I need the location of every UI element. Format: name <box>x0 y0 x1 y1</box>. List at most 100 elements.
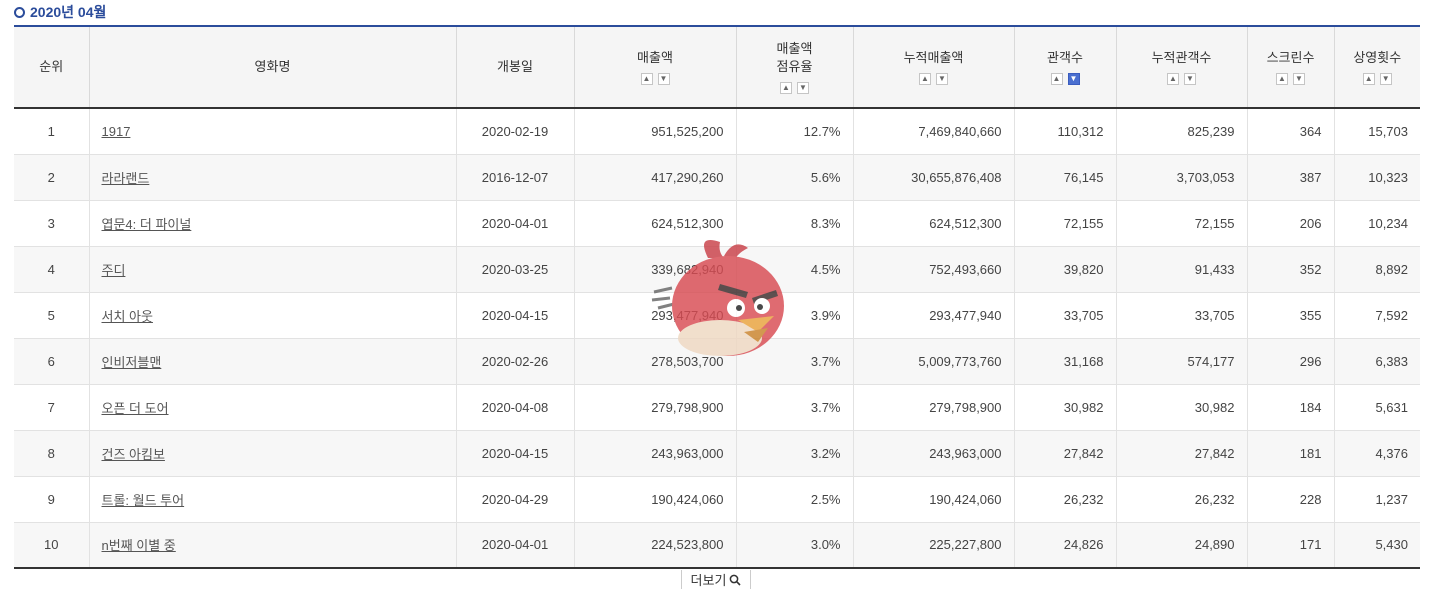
sort-asc-audience-chevron-up-icon[interactable]: ▲ <box>1050 73 1063 85</box>
cell-title: 트롤: 월드 투어 <box>88 476 456 522</box>
period-title: 2020년 04월 <box>14 3 106 21</box>
sort-asc-screens-chevron-up-icon[interactable]: ▲ <box>1276 73 1288 85</box>
cell-audience: 72,155 <box>1013 200 1116 246</box>
col-share: 매출액 점유율 ▲ ▼ <box>735 26 853 108</box>
red-bird-sticker-image <box>651 240 784 356</box>
sort-asc-cum-audience-chevron-up-icon[interactable]: ▲ <box>1167 73 1179 85</box>
movie-title-link[interactable]: 서치 아웃 <box>101 308 153 324</box>
sort-desc-audience-chevron-down-icon[interactable]: ▼ <box>1067 73 1080 85</box>
more-button[interactable]: 더보기 <box>681 570 751 589</box>
sort-asc-shows-chevron-up-icon[interactable]: ▲ <box>1362 73 1375 85</box>
cell-audience: 33,705 <box>1013 292 1116 338</box>
cell-shows: 10,323 <box>1333 154 1420 200</box>
movie-title-link[interactable]: 오픈 더 도어 <box>101 400 169 416</box>
cell-share: 2.5% <box>735 476 853 522</box>
cell-rank: 5 <box>47 307 55 323</box>
cell-title: n번째 이별 중 <box>88 522 456 568</box>
cell-audience: 27,842 <box>1013 430 1116 476</box>
boxoffice-table-container: 순위 영화명 개봉일 매출액 ▲ ▼ 매출액 점유율 ▲ ▼ <box>14 25 1420 569</box>
cell-cum-audience: 825,239 <box>1115 108 1247 154</box>
cell-rank: 3 <box>47 215 55 231</box>
sort-desc-screens-chevron-down-icon[interactable]: ▼ <box>1293 73 1305 85</box>
cell-share: 5.6% <box>735 154 853 200</box>
cell-audience: 76,145 <box>1013 154 1116 200</box>
cell-cum-sales: 190,424,060 <box>852 476 1014 522</box>
cell-open-date: 2020-04-29 <box>455 476 574 522</box>
sort-desc-cum-sales-chevron-down-icon[interactable]: ▼ <box>936 73 948 85</box>
cell-title: 오픈 더 도어 <box>88 384 456 430</box>
table-row: 9 트롤: 월드 투어 2020-04-29 190,424,060 2.5% … <box>14 476 1420 522</box>
cell-cum-sales: 30,655,876,408 <box>852 154 1014 200</box>
col-screens: 스크린수 ▲ ▼ <box>1246 26 1334 108</box>
cell-shows: 4,376 <box>1333 430 1420 476</box>
sort-asc-cum-sales-chevron-up-icon[interactable]: ▲ <box>919 73 931 85</box>
col-rank: 순위 <box>14 26 89 108</box>
cell-cum-sales: 225,227,800 <box>852 522 1014 568</box>
cell-screens: 206 <box>1246 200 1334 246</box>
col-audience: 관객수 ▲ ▼ <box>1013 26 1116 108</box>
table-row: 2 라라랜드 2016-12-07 417,290,260 5.6% 30,65… <box>14 154 1420 200</box>
cell-screens: 184 <box>1246 384 1334 430</box>
sort-desc-shows-chevron-down-icon[interactable]: ▼ <box>1379 73 1392 85</box>
cell-screens: 355 <box>1246 292 1334 338</box>
cell-share: 3.7% <box>735 384 853 430</box>
cell-share: 3.2% <box>735 430 853 476</box>
cell-cum-sales: 624,512,300 <box>852 200 1014 246</box>
cell-sales: 224,523,800 <box>573 522 736 568</box>
table-row: 7 오픈 더 도어 2020-04-08 279,798,900 3.7% 27… <box>14 384 1420 430</box>
movie-title-link[interactable]: 엽문4: 더 파이널 <box>101 216 192 232</box>
cell-title: 엽문4: 더 파이널 <box>88 200 456 246</box>
cell-audience: 24,826 <box>1013 522 1116 568</box>
cell-screens: 296 <box>1246 338 1334 384</box>
cell-rank: 8 <box>47 445 55 461</box>
sort-desc-cum-audience-chevron-down-icon[interactable]: ▼ <box>1184 73 1196 85</box>
movie-title-link[interactable]: 인비저블맨 <box>101 354 162 370</box>
movie-title-link[interactable]: n번째 이별 중 <box>101 538 176 554</box>
cell-cum-sales: 279,798,900 <box>852 384 1014 430</box>
cell-title: 건즈 아킴보 <box>88 430 456 476</box>
col-title: 영화명 <box>88 26 456 108</box>
cell-title: 서치 아웃 <box>88 292 456 338</box>
col-sales: 매출액 ▲ ▼ <box>573 26 736 108</box>
cell-open-date: 2020-03-25 <box>455 246 574 292</box>
cell-screens: 228 <box>1246 476 1334 522</box>
cell-shows: 8,892 <box>1333 246 1420 292</box>
cell-sales: 190,424,060 <box>573 476 736 522</box>
cell-sales: 243,963,000 <box>573 430 736 476</box>
cell-open-date: 2016-12-07 <box>455 154 574 200</box>
col-open-date: 개봉일 <box>455 26 574 108</box>
table-row: 10 n번째 이별 중 2020-04-01 224,523,800 3.0% … <box>14 522 1420 568</box>
cell-audience: 39,820 <box>1013 246 1116 292</box>
sort-desc-share-chevron-down-icon[interactable]: ▼ <box>797 82 809 94</box>
cell-share: 12.7% <box>735 108 853 154</box>
boxoffice-table: 순위 영화명 개봉일 매출액 ▲ ▼ 매출액 점유율 ▲ ▼ <box>14 25 1420 569</box>
period-label: 2020년 04월 <box>30 4 107 20</box>
table-row: 1 1917 2020-02-19 951,525,200 12.7% 7,46… <box>14 108 1420 154</box>
cell-title: 주디 <box>88 246 456 292</box>
movie-title-link[interactable]: 주디 <box>101 262 126 278</box>
cell-shows: 6,383 <box>1333 338 1420 384</box>
cell-cum-sales: 752,493,660 <box>852 246 1014 292</box>
cell-audience: 30,982 <box>1013 384 1116 430</box>
cell-open-date: 2020-04-15 <box>455 430 574 476</box>
movie-title-link[interactable]: 1917 <box>101 123 131 139</box>
col-shows: 상영횟수 ▲ ▼ <box>1333 26 1420 108</box>
cell-audience: 110,312 <box>1013 108 1116 154</box>
movie-title-link[interactable]: 라라랜드 <box>101 170 150 186</box>
cell-screens: 387 <box>1246 154 1334 200</box>
sort-asc-sales-chevron-up-icon[interactable]: ▲ <box>640 73 653 85</box>
movie-title-link[interactable]: 트롤: 월드 투어 <box>101 492 185 508</box>
table-body: 1 1917 2020-02-19 951,525,200 12.7% 7,46… <box>14 108 1420 568</box>
sort-asc-share-chevron-up-icon[interactable]: ▲ <box>780 82 792 94</box>
movie-title-link[interactable]: 건즈 아킴보 <box>101 446 165 462</box>
cell-rank: 2 <box>47 169 55 185</box>
cell-rank: 4 <box>47 261 55 277</box>
table-row: 8 건즈 아킴보 2020-04-15 243,963,000 3.2% 243… <box>14 430 1420 476</box>
sort-desc-sales-chevron-down-icon[interactable]: ▼ <box>657 73 670 85</box>
search-icon <box>730 574 742 586</box>
cell-shows: 15,703 <box>1333 108 1420 154</box>
cell-sales: 951,525,200 <box>573 108 736 154</box>
cell-cum-audience: 27,842 <box>1115 430 1247 476</box>
cell-screens: 352 <box>1246 246 1334 292</box>
cell-rank: 10 <box>44 537 59 553</box>
